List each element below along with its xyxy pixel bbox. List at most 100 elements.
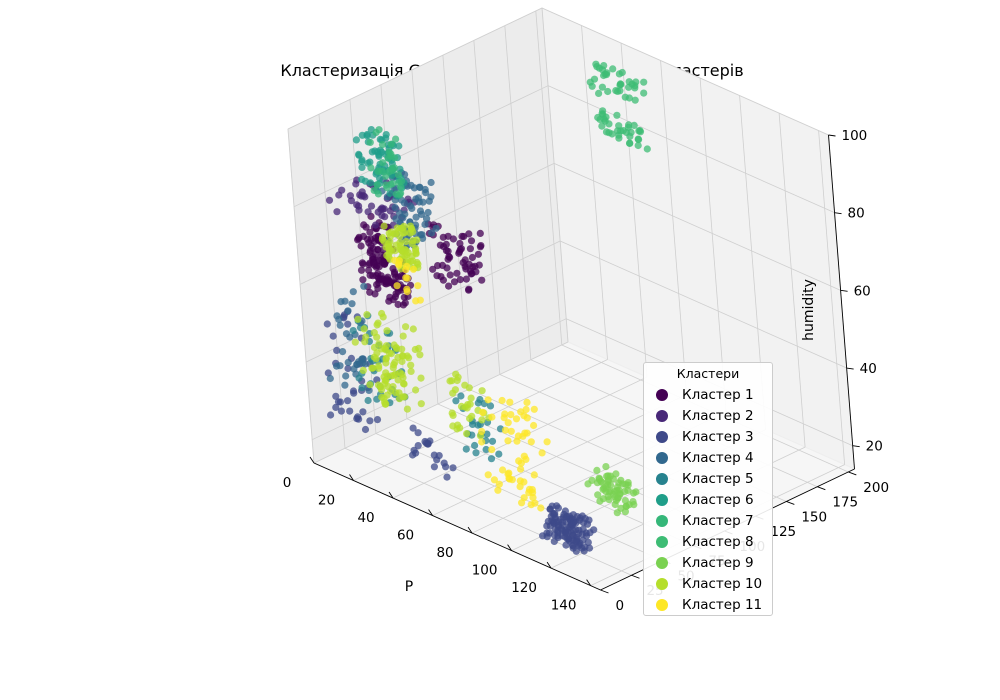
- data-point: [465, 384, 473, 392]
- data-point: [443, 473, 451, 481]
- data-point: [466, 414, 474, 423]
- data-point: [636, 128, 645, 136]
- x-tick-label: 100: [472, 563, 498, 579]
- data-point: [506, 398, 514, 406]
- data-point: [391, 256, 399, 264]
- data-point: [501, 426, 510, 434]
- data-point: [424, 439, 432, 447]
- data-point: [355, 415, 363, 423]
- data-point: [527, 501, 535, 509]
- data-point: [520, 412, 528, 420]
- data-point: [352, 136, 360, 144]
- data-point: [482, 445, 490, 454]
- data-point: [439, 276, 447, 284]
- data-point: [395, 142, 403, 150]
- legend-label: Кластер 3: [682, 428, 754, 445]
- data-point: [584, 480, 592, 488]
- data-point: [409, 325, 417, 333]
- x-tick-label: 0: [283, 475, 292, 491]
- data-point: [442, 240, 450, 248]
- data-point: [344, 358, 352, 366]
- z-axis-label: humidity: [801, 279, 817, 341]
- data-point: [417, 374, 425, 382]
- data-point: [462, 275, 470, 283]
- data-point: [397, 183, 405, 191]
- data-point: [478, 438, 486, 446]
- data-point: [386, 189, 394, 197]
- data-point: [449, 235, 457, 243]
- data-point: [339, 348, 347, 356]
- data-point: [634, 141, 642, 150]
- data-point: [364, 208, 372, 216]
- grid-line-z: [559, 240, 847, 369]
- z-tick-label: 80: [848, 206, 865, 222]
- data-point: [338, 186, 346, 194]
- data-point: [380, 222, 388, 230]
- grid-line-x: [699, 78, 727, 413]
- data-point: [375, 126, 383, 134]
- legend-swatch: [656, 536, 668, 549]
- data-point: [361, 338, 369, 346]
- data-point: [406, 202, 414, 210]
- data-point: [467, 237, 476, 245]
- data-point: [380, 205, 388, 213]
- z-tick-label: 20: [866, 439, 883, 455]
- data-point: [605, 129, 613, 137]
- data-point: [399, 380, 408, 388]
- data-point: [409, 265, 417, 273]
- data-point: [397, 246, 405, 254]
- data-point: [452, 397, 460, 405]
- legend-label: Кластер 10: [682, 576, 763, 593]
- data-point: [424, 208, 432, 217]
- data-point: [498, 396, 506, 405]
- data-point: [389, 265, 397, 273]
- data-point: [554, 504, 563, 512]
- grid-line-z: [547, 85, 835, 214]
- data-point: [619, 127, 627, 135]
- legend-item: Кластер 8: [644, 532, 772, 553]
- data-point: [416, 207, 425, 215]
- data-point: [605, 120, 613, 128]
- data-point: [615, 131, 623, 139]
- data-point: [408, 224, 416, 233]
- data-point: [550, 510, 558, 518]
- data-point: [572, 547, 580, 555]
- data-point: [361, 425, 370, 434]
- data-point: [590, 75, 599, 83]
- data-point: [358, 131, 366, 139]
- data-point: [527, 438, 535, 446]
- legend-swatch: [656, 451, 668, 464]
- data-point: [407, 361, 415, 369]
- data-point: [428, 229, 436, 237]
- data-point: [382, 359, 390, 367]
- data-point: [402, 237, 410, 246]
- data-point: [382, 276, 390, 284]
- data-point: [359, 408, 367, 416]
- data-point: [504, 419, 512, 427]
- data-point: [537, 504, 545, 512]
- data-point: [358, 157, 366, 166]
- data-point: [495, 480, 503, 488]
- data-point: [615, 122, 623, 130]
- data-point: [412, 213, 420, 221]
- data-point: [364, 396, 372, 405]
- y-tick-mark: [848, 471, 857, 476]
- data-point: [523, 398, 531, 406]
- x-tick-mark: [428, 509, 433, 516]
- legend-label: Кластер 8: [682, 534, 754, 551]
- data-point: [336, 321, 344, 329]
- legend-item: Кластер 10: [644, 574, 772, 595]
- data-point: [407, 181, 415, 189]
- data-point: [450, 278, 459, 286]
- data-point: [415, 183, 423, 191]
- data-point: [409, 424, 417, 432]
- data-point: [373, 416, 382, 424]
- data-point: [487, 455, 496, 463]
- data-point: [349, 327, 357, 335]
- legend-item: Кластер 4: [644, 447, 772, 468]
- data-point: [399, 374, 407, 382]
- y-tick-label: 150: [801, 509, 827, 525]
- data-point: [429, 265, 437, 273]
- data-point: [478, 416, 486, 424]
- data-point: [416, 351, 424, 359]
